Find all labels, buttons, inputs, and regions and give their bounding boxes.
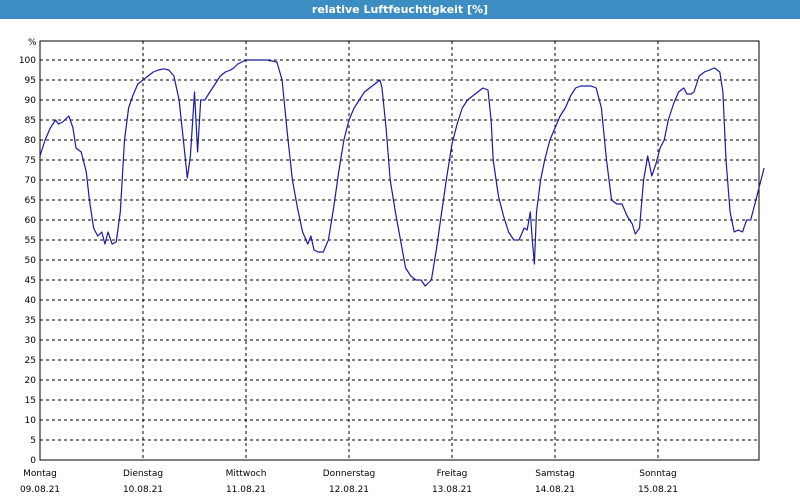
y-tick-label: 100 — [19, 56, 36, 66]
x-tick-weekday: Freitag — [437, 469, 468, 479]
x-tick-date: 14.08.21 — [535, 485, 575, 495]
humidity-line-chart: 0 5 10 15 20 25 30 35 40 45 50 55 60 65 70 75 80 85 90 95 10… — [19, 38, 765, 495]
y-tick-label: 65 — [25, 196, 36, 206]
y-tick-label: 85 — [25, 116, 36, 126]
y-tick-labels: 0 5 10 15 20 25 30 35 40 45 50 55 60 65 70 75 80 85 90 95 10… — [19, 56, 36, 466]
chart-area: 0 5 10 15 20 25 30 35 40 45 50 55 60 65 70 75 80 85 90 95 10… — [0, 19, 800, 500]
x-tick-date: 09.08.21 — [20, 485, 60, 495]
humidity-series-line — [39, 59, 765, 287]
y-tick-label: 10 — [25, 416, 37, 426]
plot-frame — [39, 40, 760, 461]
y-tick-label: 15 — [25, 396, 36, 406]
y-tick-label: 5 — [30, 436, 36, 446]
y-tick-label: 95 — [25, 76, 36, 86]
x-tick-weekday: Sonntag — [639, 469, 676, 479]
x-tick-weekday: Mittwoch — [226, 469, 267, 479]
x-tick-date: 10.08.21 — [123, 485, 163, 495]
x-tick-labels: Montag 09.08.21 Dienstag 10.08.21 Mittwoch 11… — [20, 469, 678, 495]
y-tick-label: 0 — [30, 456, 36, 466]
x-tick-date: 15.08.21 — [638, 485, 678, 495]
y-tick-label: 80 — [25, 136, 37, 146]
x-tick-date: 12.08.21 — [329, 485, 369, 495]
x-tick-weekday: Samstag — [535, 469, 574, 479]
x-tick-weekday: Donnerstag — [323, 469, 376, 479]
y-tick-label: 25 — [25, 356, 36, 366]
y-tick-label: 40 — [25, 296, 37, 306]
y-tick-label: 45 — [25, 276, 36, 286]
chart-title: relative Luftfeuchtigkeit [%] — [0, 0, 800, 19]
x-tick-date: 11.08.21 — [226, 485, 266, 495]
y-tick-label: 50 — [25, 256, 37, 266]
y-tick-label: 20 — [25, 376, 37, 386]
y-axis-unit-label: % — [28, 38, 37, 48]
y-tick-label: 90 — [25, 96, 37, 106]
y-tick-label: 35 — [25, 316, 36, 326]
x-gridlines — [142, 41, 659, 460]
y-tick-label: 75 — [25, 156, 36, 166]
x-tick-weekday: Montag — [23, 469, 57, 479]
y-tick-label: 30 — [25, 336, 37, 346]
y-tick-label: 70 — [25, 176, 37, 186]
y-tick-label: 55 — [25, 236, 36, 246]
x-tick-weekday: Dienstag — [123, 469, 163, 479]
x-tick-date: 13.08.21 — [432, 485, 472, 495]
y-tick-label: 60 — [25, 216, 37, 226]
